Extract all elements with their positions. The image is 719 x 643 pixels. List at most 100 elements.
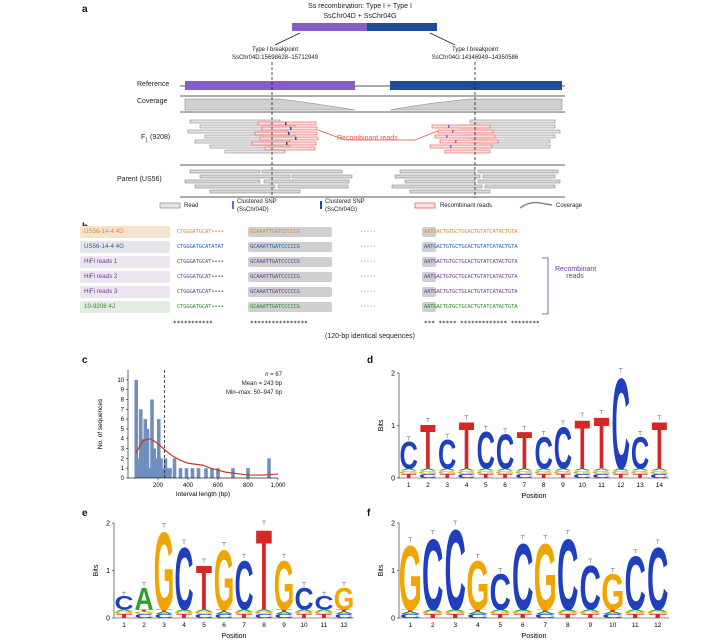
logo-main-letter: T: [517, 421, 533, 480]
seq-mid: GCAAATTGATCCCCCG: [250, 229, 300, 235]
range-label: Min–max: 50–947 bp: [225, 390, 282, 396]
logo-secondary-letter: G: [174, 611, 195, 615]
logo-secondary-letter: T: [478, 473, 495, 479]
chimera-bar-d: [292, 23, 367, 31]
logo-secondary-letter: A: [457, 468, 475, 471]
logo-secondary-letter: G: [418, 470, 438, 475]
mean-label: Mean = 243 bp: [241, 381, 282, 387]
logo-main-letter: C: [445, 515, 466, 634]
panel-f-letter: f: [367, 508, 371, 519]
histogram-bar: [143, 419, 148, 478]
logo-y-tick-label: 2: [106, 521, 110, 528]
logo-main-letter: A: [134, 582, 153, 617]
panel-a-chimera-label: SsChr04D + SsChr04G: [323, 13, 397, 20]
x-tick-label: 800: [243, 483, 254, 489]
logo-y-tick-label: 1: [106, 568, 110, 575]
logo-main-letter: C: [647, 530, 668, 629]
logo-secondary-letter: A: [625, 609, 646, 612]
logo-chart-d: 0 1 2 Bits Position 1 T G A C 2 C G A T 3 T G A C 4 C G A T 5 T G A C…: [375, 365, 675, 500]
logo-secondary-letter: A: [573, 468, 591, 471]
logo-main-letter: C: [438, 432, 456, 478]
logo-secondary-letter: C: [334, 614, 353, 620]
logo-secondary-letter: G: [649, 470, 669, 475]
logo-position-label: 2: [142, 622, 146, 629]
logo-position-label: 2: [431, 622, 435, 629]
logo-main-letter: T: [652, 408, 668, 483]
logo-secondary-letter: T: [316, 614, 333, 620]
logo-secondary-letter: G: [495, 470, 515, 475]
recombinant-reads-label: Recombinant reads: [337, 135, 398, 142]
logo-secondary-letter: A: [445, 609, 466, 612]
logo-main-letter: C: [496, 426, 514, 480]
histogram-bar: [210, 468, 214, 478]
logo-y-tick-label: 0: [106, 616, 110, 623]
logo-secondary-letter: A: [314, 609, 334, 612]
logo-secondary-letter: T: [156, 609, 173, 612]
logo-position-label: 9: [561, 482, 565, 489]
logo-secondary-letter: C: [134, 614, 153, 620]
logo-secondary-letter: T: [401, 473, 418, 479]
logo-secondary-letter: G: [572, 470, 592, 475]
histogram-bar: [154, 458, 159, 478]
seq-right: AATGACTGTGCTGCACTGTATCATACTGTA: [424, 259, 518, 265]
histogram-chart: 0 1 2 3 4 5 6 7 8 9 10 200 400 600 800 1,000 Interval le…: [97, 370, 286, 498]
logo-main-letter: T: [594, 402, 610, 485]
identical-caption: (120-bp identical sequences): [325, 333, 415, 340]
logo-secondary-letter: A: [515, 468, 533, 471]
logo-secondary-letter: C: [214, 614, 233, 620]
logo-secondary-letter: T: [401, 609, 419, 612]
logo-main-letter: C: [422, 517, 443, 631]
y-tick-label: 3: [121, 447, 125, 453]
logo-secondary-letter: T: [469, 609, 487, 612]
logo-position-label: 7: [523, 482, 527, 489]
logo-secondary-letter: T: [296, 614, 313, 620]
logo-position-label: 7: [543, 622, 547, 629]
logo-position-label: 4: [465, 482, 469, 489]
logo-secondary-letter: G: [630, 470, 650, 475]
logo-y-tick-label: 2: [391, 371, 395, 378]
logo-secondary-letter: A: [154, 611, 174, 615]
seq-mid-highlight: [248, 257, 332, 267]
logo-y-axis-label: Bits: [378, 419, 385, 431]
logo-secondary-letter: G: [511, 611, 534, 615]
logo-position-label: 11: [632, 622, 639, 629]
logo-main-letter: G: [399, 527, 422, 629]
histogram-bar: [134, 379, 139, 478]
breakpoint-right-coords: SsChr04G:14346949–14350586: [431, 55, 519, 61]
logo-secondary-letter: A: [535, 611, 556, 615]
histogram-bar: [168, 468, 172, 478]
logo-secondary-letter: G: [114, 611, 135, 615]
logo-secondary-letter: A: [214, 611, 234, 615]
seq-right-highlight: [422, 272, 436, 282]
y-axis-label: No. of sequences: [97, 398, 104, 449]
seq-mid-highlight: [248, 242, 332, 252]
logo-secondary-letter: A: [592, 468, 610, 471]
logo-secondary-letter: C: [515, 473, 533, 479]
logo-secondary-letter: G: [489, 611, 512, 615]
logo-y-tick-label: 1: [391, 568, 395, 575]
logo-secondary-letter: A: [647, 609, 668, 612]
logo-y-axis-label: Bits: [378, 564, 385, 576]
logo-secondary-letter: T: [136, 609, 153, 612]
histogram-bar: [204, 468, 208, 478]
logo-x-axis-label: Position: [222, 633, 247, 640]
y-tick-label: 5: [121, 427, 125, 433]
histogram-bar: [152, 448, 157, 478]
logo-secondary-letter: G: [399, 470, 419, 475]
logo-secondary-letter: T: [632, 473, 649, 479]
logo-secondary-letter: G: [553, 470, 573, 475]
logo-main-letter: T: [459, 408, 475, 483]
logo-secondary-letter: T: [236, 614, 253, 620]
histogram-bar: [156, 419, 161, 478]
histogram-bar: [216, 468, 220, 478]
seq-ellipsis: ·····: [360, 244, 376, 250]
logo-position-label: 10: [609, 622, 617, 629]
logo-secondary-letter: A: [477, 468, 495, 471]
logo-position-label: 4: [182, 622, 186, 629]
histogram-bar: [267, 458, 271, 478]
seq-left: CTGGGATGCAT••••: [177, 274, 224, 280]
panel-a-title: Ss recombination: Type I + Type I: [308, 3, 412, 10]
seq-right-highlight: [422, 227, 436, 237]
logo-secondary-letter: C: [274, 614, 293, 620]
logo-main-letter: C: [477, 421, 495, 480]
